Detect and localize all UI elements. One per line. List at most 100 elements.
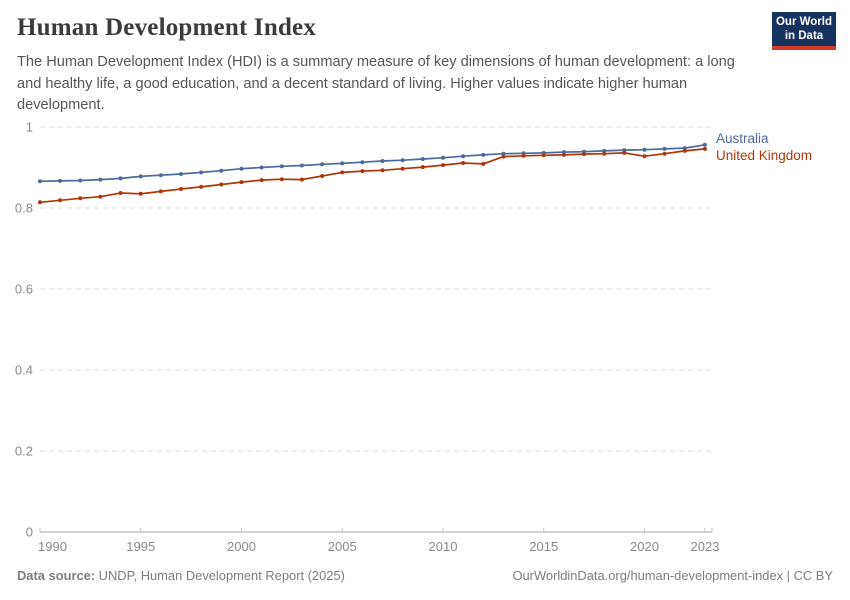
data-point-australia[interactable] bbox=[279, 164, 284, 169]
data-point-united-kingdom[interactable] bbox=[179, 187, 183, 191]
data-point-united-kingdom[interactable] bbox=[702, 146, 707, 151]
data-point-united-kingdom[interactable] bbox=[360, 169, 365, 174]
data-point-australia[interactable] bbox=[219, 168, 224, 173]
data-point-united-kingdom[interactable] bbox=[38, 200, 42, 205]
data-point-australia[interactable] bbox=[158, 173, 163, 178]
data-point-australia[interactable] bbox=[622, 148, 627, 153]
chart-footer: Data source: UNDP, Human Development Rep… bbox=[17, 568, 833, 583]
data-point-united-kingdom[interactable] bbox=[461, 161, 466, 165]
y-tick-label: 0.4 bbox=[15, 363, 33, 378]
data-point-australia[interactable] bbox=[380, 159, 385, 163]
data-source-text: Data source: UNDP, Human Development Rep… bbox=[17, 568, 345, 583]
data-point-australia[interactable] bbox=[441, 155, 445, 160]
x-tick-label: 2015 bbox=[529, 539, 558, 554]
data-point-united-kingdom[interactable] bbox=[98, 194, 103, 199]
data-point-united-kingdom[interactable] bbox=[158, 189, 163, 194]
data-point-united-kingdom[interactable] bbox=[541, 153, 546, 158]
x-tick-label: 2020 bbox=[630, 539, 659, 554]
data-point-australia[interactable] bbox=[239, 166, 244, 171]
data-point-united-kingdom[interactable] bbox=[279, 177, 284, 182]
legend-label-australia[interactable]: Australia bbox=[716, 131, 769, 146]
data-point-australia[interactable] bbox=[360, 160, 365, 165]
x-axis: 1990 1995 2000 2005 2010 2015 2020 2023 bbox=[38, 528, 719, 554]
x-tick-label: 1990 bbox=[38, 539, 67, 554]
legend-label-united-kingdom[interactable]: United Kingdom bbox=[716, 148, 812, 163]
data-point-australia[interactable] bbox=[259, 165, 264, 170]
data-point-australia[interactable] bbox=[420, 157, 425, 161]
data-point-united-kingdom[interactable] bbox=[219, 182, 224, 187]
data-point-united-kingdom[interactable] bbox=[642, 154, 647, 159]
data-point-australia[interactable] bbox=[98, 177, 103, 182]
data-point-united-kingdom[interactable] bbox=[58, 198, 63, 203]
data-point-united-kingdom[interactable] bbox=[622, 150, 627, 155]
data-point-united-kingdom[interactable] bbox=[602, 151, 607, 156]
data-point-united-kingdom[interactable] bbox=[199, 184, 204, 189]
data-point-united-kingdom[interactable] bbox=[299, 177, 304, 182]
data-point-united-kingdom[interactable] bbox=[682, 148, 687, 153]
data-point-australia[interactable] bbox=[320, 162, 325, 167]
owid-logo-text: Our World in Data bbox=[772, 12, 836, 46]
data-point-united-kingdom[interactable] bbox=[78, 196, 83, 201]
data-point-united-kingdom[interactable] bbox=[380, 168, 385, 173]
data-point-australia[interactable] bbox=[138, 174, 143, 179]
data-point-australia[interactable] bbox=[179, 172, 183, 176]
y-tick-label: 0.6 bbox=[15, 282, 33, 297]
data-point-united-kingdom[interactable] bbox=[340, 170, 345, 175]
data-point-australia[interactable] bbox=[58, 178, 63, 183]
chart-subtitle: The Human Development Index (HDI) is a s… bbox=[17, 54, 735, 113]
data-point-united-kingdom[interactable] bbox=[118, 191, 123, 195]
data-point-united-kingdom[interactable] bbox=[481, 161, 486, 166]
data-point-australia[interactable] bbox=[38, 179, 42, 184]
attribution-link[interactable]: OurWorldinData.org/human-development-ind… bbox=[512, 568, 833, 583]
owid-logo-line1: Our World bbox=[775, 16, 832, 28]
data-point-australia[interactable] bbox=[662, 146, 667, 151]
owid-logo-stripe bbox=[772, 46, 836, 50]
data-point-united-kingdom[interactable] bbox=[501, 154, 506, 159]
y-tick-label: 0.8 bbox=[15, 201, 33, 216]
data-point-united-kingdom[interactable] bbox=[420, 165, 425, 170]
data-point-australia[interactable] bbox=[501, 151, 506, 156]
data-point-australia[interactable] bbox=[340, 161, 345, 166]
data-point-australia[interactable] bbox=[682, 146, 687, 151]
data-point-australia[interactable] bbox=[118, 176, 123, 181]
y-tick-label: 1 bbox=[26, 120, 33, 135]
x-tick-label: 2000 bbox=[227, 539, 256, 554]
data-point-united-kingdom[interactable] bbox=[138, 191, 143, 196]
data-source-value: UNDP, Human Development Report (2025) bbox=[95, 568, 345, 583]
data-point-united-kingdom[interactable] bbox=[441, 163, 445, 168]
data-point-united-kingdom[interactable] bbox=[320, 174, 325, 178]
page-title: Human Development Index bbox=[17, 14, 317, 41]
data-source-label: Data source: bbox=[17, 568, 96, 583]
owid-logo-line2: in Data bbox=[784, 29, 824, 42]
data-point-australia[interactable] bbox=[481, 152, 486, 157]
data-point-australia[interactable] bbox=[642, 147, 647, 152]
x-tick-label: 1995 bbox=[126, 539, 155, 554]
y-tick-label: 0 bbox=[26, 525, 33, 540]
data-point-australia[interactable] bbox=[461, 154, 466, 159]
data-point-australia[interactable] bbox=[299, 163, 304, 168]
data-point-australia[interactable] bbox=[400, 158, 405, 163]
data-point-united-kingdom[interactable] bbox=[239, 180, 244, 185]
line-australia[interactable] bbox=[39, 143, 706, 183]
y-tick-label: 0.2 bbox=[15, 444, 33, 459]
data-point-united-kingdom[interactable] bbox=[521, 153, 526, 158]
data-point-united-kingdom[interactable] bbox=[259, 178, 264, 183]
series-australia[interactable] bbox=[38, 142, 707, 184]
data-point-australia[interactable] bbox=[78, 178, 83, 183]
owid-logo[interactable]: Our World in Data bbox=[772, 12, 836, 50]
gridlines: 0 0.2 0.4 0.6 0.8 1 bbox=[15, 120, 712, 540]
x-tick-label: 2010 bbox=[429, 539, 458, 554]
data-point-australia[interactable] bbox=[199, 170, 204, 175]
line-united-kingdom[interactable] bbox=[39, 148, 706, 204]
data-point-united-kingdom[interactable] bbox=[582, 152, 586, 157]
data-point-australia[interactable] bbox=[602, 148, 607, 153]
data-point-united-kingdom[interactable] bbox=[400, 166, 405, 171]
data-point-australia[interactable] bbox=[702, 142, 707, 147]
data-point-united-kingdom[interactable] bbox=[561, 152, 566, 157]
data-point-united-kingdom[interactable] bbox=[662, 151, 667, 156]
series-united-kingdom[interactable] bbox=[38, 146, 707, 205]
x-tick-label: 2005 bbox=[328, 539, 357, 554]
data-point-australia[interactable] bbox=[561, 150, 566, 155]
